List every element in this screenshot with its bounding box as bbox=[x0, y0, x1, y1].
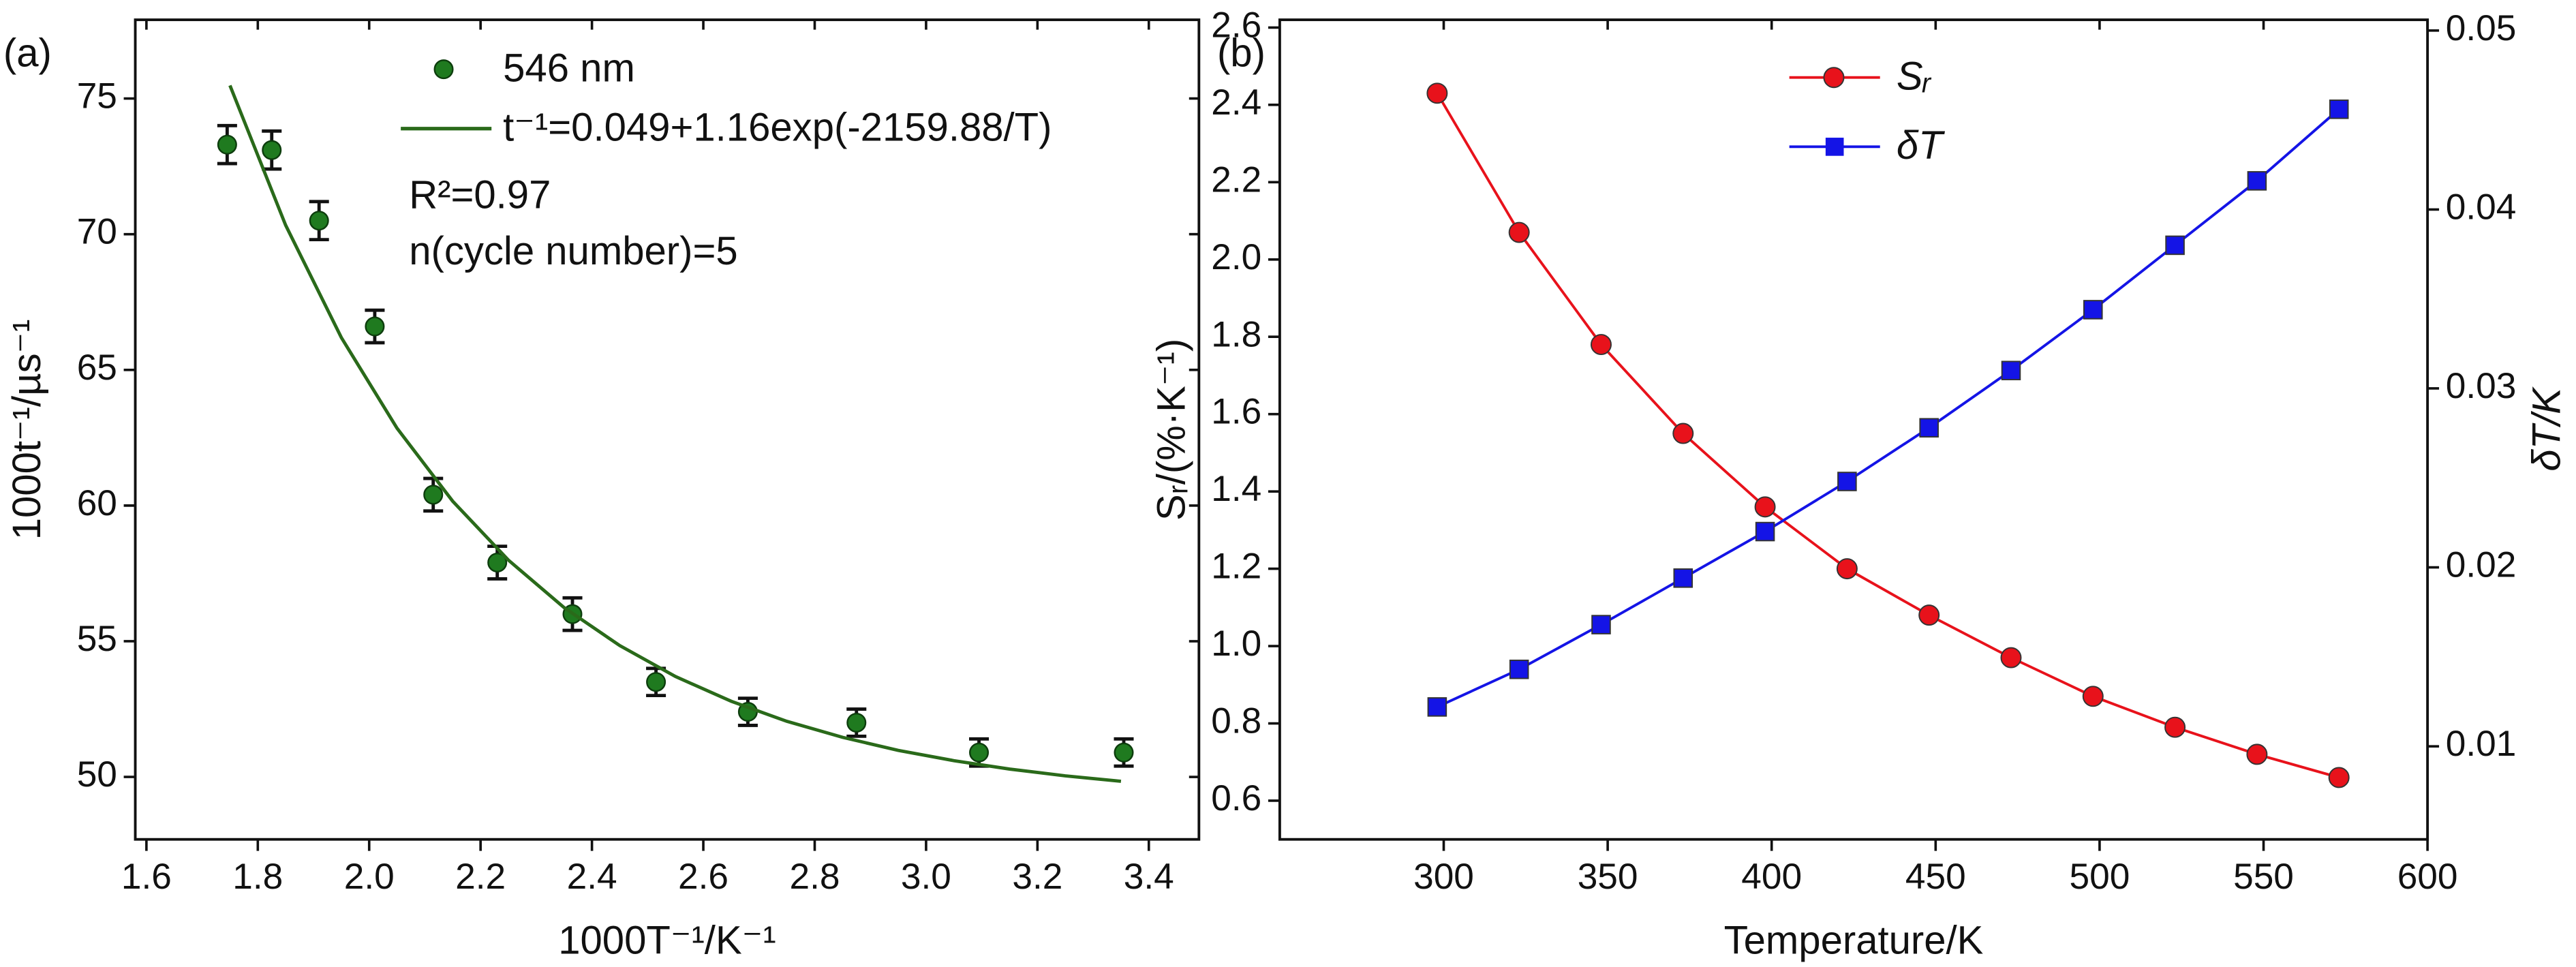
x-tick-label: 300 bbox=[1413, 857, 1474, 897]
y-tick-label: 65 bbox=[77, 348, 117, 388]
x-tick-label: 400 bbox=[1741, 857, 1802, 897]
data-point bbox=[646, 672, 666, 692]
y2-tick-label: 0.04 bbox=[2446, 187, 2517, 227]
data-point bbox=[1591, 615, 1611, 634]
legend-label: Sᵣ bbox=[1897, 54, 1932, 98]
plot-frame bbox=[1278, 18, 2429, 841]
x-tick-label: 2.4 bbox=[567, 857, 617, 897]
data-point bbox=[2164, 716, 2186, 738]
x-tick-label: 500 bbox=[2070, 857, 2130, 897]
annotation: n(cycle number)=5 bbox=[409, 229, 737, 273]
data-point bbox=[2000, 647, 2022, 669]
data-point bbox=[2329, 99, 2349, 119]
data-point bbox=[1672, 423, 1694, 444]
y2-tick-label: 0.01 bbox=[2446, 724, 2517, 764]
x-tick-label: 600 bbox=[2397, 857, 2458, 897]
x-tick-label: 3.2 bbox=[1012, 857, 1062, 897]
data-point bbox=[1508, 221, 1530, 243]
legend-marker bbox=[433, 59, 454, 80]
y-axis-label: Sᵣ/(%·K⁻¹) bbox=[1149, 339, 1193, 521]
y-tick-label: 0.6 bbox=[1211, 778, 1261, 818]
x-tick-label: 2.0 bbox=[344, 857, 395, 897]
y2-axis-label: δT/K bbox=[2525, 386, 2569, 472]
x-tick-label: 350 bbox=[1578, 857, 1638, 897]
y2-tick-label: 0.03 bbox=[2446, 366, 2517, 406]
plot-frame bbox=[134, 18, 1201, 841]
data-point bbox=[217, 134, 237, 155]
panel-label: (a) bbox=[3, 31, 52, 76]
y-tick-label: 60 bbox=[77, 483, 117, 523]
y-tick-label: 2.4 bbox=[1211, 82, 1261, 123]
y-tick-label: 2.0 bbox=[1211, 237, 1261, 277]
data-point bbox=[365, 316, 385, 337]
y-tick-label: 1.2 bbox=[1211, 547, 1261, 587]
data-point bbox=[423, 485, 444, 505]
data-point bbox=[1837, 472, 1857, 491]
legend-marker bbox=[1823, 67, 1845, 89]
y-tick-label: 2.2 bbox=[1211, 159, 1261, 200]
data-point bbox=[1918, 604, 1940, 626]
legend-marker bbox=[1825, 138, 1844, 156]
y-tick-label: 1.4 bbox=[1211, 469, 1261, 509]
x-tick-label: 1.6 bbox=[121, 857, 172, 897]
data-point bbox=[1590, 334, 1612, 356]
y-tick-label: 50 bbox=[77, 754, 117, 795]
legend-label: 546 nm bbox=[503, 46, 635, 90]
y-tick-label: 70 bbox=[77, 212, 117, 252]
x-tick-label: 550 bbox=[2233, 857, 2294, 897]
data-point bbox=[2246, 743, 2268, 765]
data-point bbox=[262, 140, 282, 160]
legend-label: δT bbox=[1897, 123, 1945, 168]
panel-label: (b) bbox=[1217, 31, 1266, 76]
x-tick-label: 1.8 bbox=[232, 857, 283, 897]
data-point bbox=[1919, 418, 1939, 438]
x-tick-label: 3.4 bbox=[1124, 857, 1174, 897]
legend-label: t⁻¹=0.049+1.16exp(-2159.88/T) bbox=[503, 106, 1052, 150]
data-point bbox=[1673, 568, 1693, 588]
series-line bbox=[1436, 92, 2340, 779]
x-axis-label: 1000T⁻¹/K⁻¹ bbox=[558, 918, 776, 962]
y-axis-label: 1000t⁻¹/µs⁻¹ bbox=[5, 319, 49, 540]
x-tick-label: 450 bbox=[1905, 857, 1966, 897]
y-tick-label: 1.6 bbox=[1211, 392, 1261, 432]
fit-line bbox=[228, 85, 1122, 783]
data-point bbox=[846, 712, 867, 733]
data-point bbox=[2001, 360, 2021, 380]
y-tick-label: 1.0 bbox=[1211, 624, 1261, 664]
series-line bbox=[1437, 108, 2340, 709]
data-point bbox=[1114, 742, 1134, 763]
y-tick-label: 1.8 bbox=[1211, 314, 1261, 354]
x-tick-label: 2.6 bbox=[678, 857, 729, 897]
data-point bbox=[2165, 235, 2185, 256]
data-point bbox=[1836, 558, 1858, 580]
data-point bbox=[309, 211, 329, 231]
data-point bbox=[2082, 686, 2104, 707]
data-point bbox=[2083, 300, 2103, 320]
y2-tick-label: 0.02 bbox=[2446, 545, 2517, 585]
data-point bbox=[2247, 171, 2267, 191]
data-point bbox=[1755, 521, 1775, 542]
x-axis-label: Temperature/K bbox=[1724, 918, 1984, 962]
data-point bbox=[487, 552, 508, 573]
y-tick-label: 55 bbox=[77, 619, 117, 659]
data-point bbox=[1754, 496, 1776, 518]
data-point bbox=[1427, 697, 1447, 717]
x-tick-label: 3.0 bbox=[901, 857, 951, 897]
data-point bbox=[1509, 659, 1529, 679]
y-tick-label: 75 bbox=[77, 76, 117, 117]
x-tick-label: 2.2 bbox=[455, 857, 506, 897]
data-point bbox=[1426, 82, 1448, 104]
data-point bbox=[969, 742, 990, 763]
y-tick-label: 2.6 bbox=[1211, 5, 1261, 45]
annotation: R²=0.97 bbox=[409, 173, 551, 217]
y-tick-label: 0.8 bbox=[1211, 701, 1261, 741]
x-tick-label: 2.8 bbox=[789, 857, 840, 897]
y2-tick-label: 0.05 bbox=[2446, 8, 2517, 48]
data-point bbox=[2328, 767, 2350, 788]
